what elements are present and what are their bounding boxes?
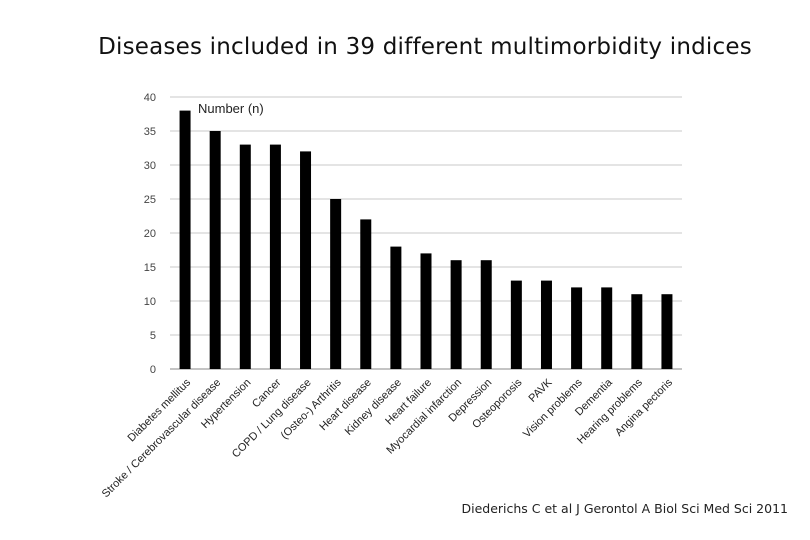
y-tick-label: 35 [144, 126, 156, 138]
bar [390, 246, 402, 369]
bar [209, 131, 221, 369]
y-tick-label: 15 [144, 262, 156, 274]
bar [330, 199, 342, 369]
x-tick-label: PAVK [527, 376, 556, 405]
bar [450, 260, 462, 369]
y-tick-label: 30 [144, 160, 156, 172]
bar [540, 280, 552, 369]
bars [179, 110, 673, 369]
bar [300, 151, 312, 369]
citation: Diederichs C et al J Gerontol A Biol Sci… [461, 501, 788, 516]
bar [360, 219, 372, 369]
x-tick-label: Stroke / Cerebrovascular disease [100, 377, 223, 500]
slide-title: Diseases included in 39 different multim… [98, 34, 752, 60]
y-tick-label: 25 [144, 194, 156, 206]
bar [269, 144, 281, 369]
y-tick-label: 0 [150, 364, 156, 376]
bar [510, 280, 522, 369]
bar [420, 253, 432, 369]
y-tick-label: 5 [150, 330, 156, 342]
y-tick-label: 40 [144, 92, 156, 104]
bar [601, 287, 613, 369]
y-axis-ticks: 0 5 10 15 20 25 30 35 40 [144, 92, 156, 376]
y-tick-label: 10 [144, 296, 156, 308]
bar [239, 144, 251, 369]
bar [571, 287, 583, 369]
bar [661, 294, 673, 369]
legend-label: Number (n) [198, 101, 264, 116]
y-tick-label: 20 [144, 228, 156, 240]
bar [631, 294, 643, 369]
bar [480, 260, 492, 369]
bar [179, 110, 191, 369]
